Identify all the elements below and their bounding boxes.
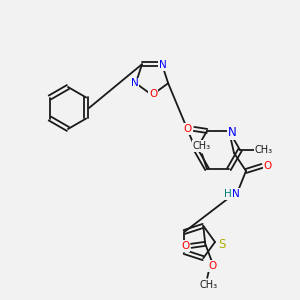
Text: S: S [218,238,226,250]
Text: N: N [232,189,240,199]
Text: O: O [208,261,216,271]
Text: O: O [149,89,157,99]
Text: N: N [159,60,167,70]
Text: CH₃: CH₃ [199,280,217,290]
Text: N: N [131,78,139,88]
Text: CH₃: CH₃ [255,145,273,155]
Text: N: N [228,126,236,140]
Text: CH₃: CH₃ [193,141,211,151]
Text: O: O [181,241,189,251]
Text: H: H [224,189,232,199]
Text: O: O [264,161,272,171]
Text: O: O [184,124,192,134]
